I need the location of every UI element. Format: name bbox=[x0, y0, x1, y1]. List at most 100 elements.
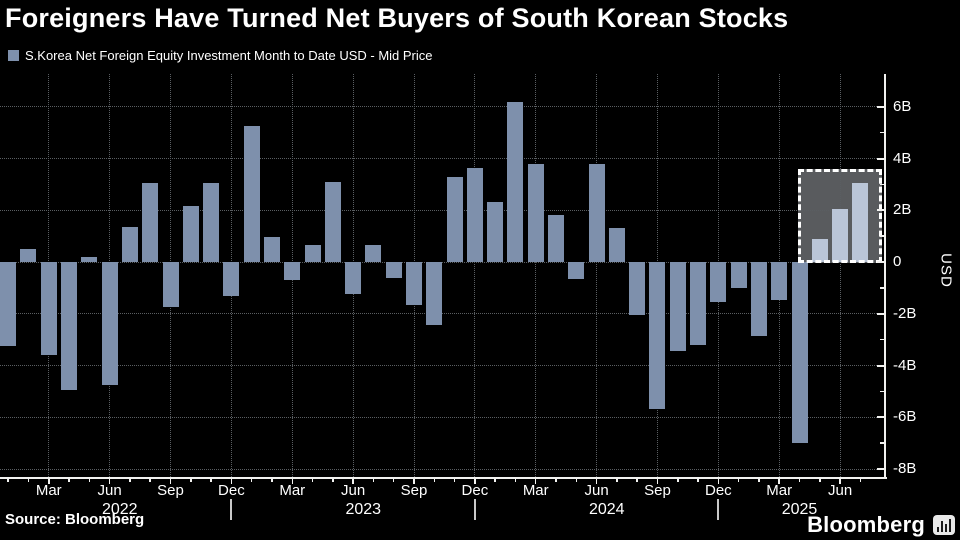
chart-legend: S.Korea Net Foreign Equity Investment Mo… bbox=[8, 48, 433, 63]
x-axis-year-label: 2025 bbox=[781, 501, 818, 518]
y-axis-major-tick bbox=[877, 209, 885, 212]
y-axis-minor-tick bbox=[880, 390, 885, 393]
y-axis-tick-label: 0 bbox=[893, 253, 902, 270]
x-axis-month-tick bbox=[636, 479, 638, 482]
x-axis-month-tick bbox=[271, 479, 273, 482]
bar-Oct-2024 bbox=[669, 262, 686, 352]
bar-Dec-2022 bbox=[223, 262, 240, 296]
x-axis-month-tick bbox=[433, 479, 436, 482]
x-axis-tick-label: Mar bbox=[766, 482, 793, 499]
bar-Jun-2022 bbox=[101, 262, 118, 385]
x-axis-month-tick bbox=[149, 479, 151, 482]
gridline-horizontal bbox=[0, 209, 885, 211]
y-axis-major-tick bbox=[877, 364, 885, 367]
year-divider-tick bbox=[717, 499, 720, 520]
x-axis-month-tick bbox=[291, 479, 293, 484]
y-axis-minor-tick bbox=[880, 235, 885, 237]
x-axis-tick-label: Jun bbox=[827, 482, 853, 499]
bar-Aug-2024 bbox=[629, 262, 646, 316]
x-axis-month-tick bbox=[798, 479, 801, 482]
bar-Dec-2024 bbox=[710, 262, 727, 303]
y-axis-tick-label: -4B bbox=[893, 356, 917, 374]
y-axis-line bbox=[884, 74, 886, 479]
y-axis-minor-tick bbox=[880, 183, 885, 186]
x-axis-month-tick bbox=[494, 479, 496, 482]
x-axis-tick-label: Sep bbox=[644, 482, 671, 499]
x-axis-tick-label: Dec bbox=[461, 482, 489, 499]
x-axis-month-tick bbox=[717, 479, 720, 484]
bar-Jan-2024 bbox=[487, 202, 504, 262]
x-axis-month-tick bbox=[839, 479, 841, 484]
bar-Oct-2022 bbox=[182, 206, 199, 262]
x-axis-month-tick bbox=[453, 479, 456, 482]
gridline-vertical bbox=[839, 74, 841, 477]
x-axis-month-tick bbox=[392, 479, 395, 482]
x-axis-line bbox=[0, 477, 887, 479]
bar-Jul-2024 bbox=[608, 228, 625, 262]
x-axis-tick-label: Jun bbox=[341, 482, 366, 499]
gridline-horizontal bbox=[0, 416, 885, 418]
gridline-vertical bbox=[474, 74, 476, 477]
x-axis-month-tick bbox=[7, 479, 9, 482]
bar-Mar-2024 bbox=[527, 163, 544, 262]
x-axis-month-tick bbox=[778, 479, 780, 484]
legend-label: S.Korea Net Foreign Equity Investment Mo… bbox=[25, 48, 433, 63]
y-axis-minor-tick bbox=[880, 338, 885, 341]
highlight-region-border bbox=[797, 169, 883, 263]
x-axis-month-tick bbox=[372, 479, 375, 482]
x-axis-month-tick bbox=[758, 479, 760, 482]
y-axis-major-tick bbox=[877, 416, 885, 419]
x-axis-month-tick bbox=[48, 479, 50, 484]
x-axis-month-tick bbox=[534, 479, 537, 484]
bar-chart-icon bbox=[933, 515, 955, 535]
y-axis-tick-label: -6B bbox=[893, 408, 917, 426]
x-axis-month-tick bbox=[474, 479, 476, 484]
x-axis-month-tick bbox=[514, 479, 517, 482]
bar-Jan-2022 bbox=[0, 262, 17, 347]
bar-Nov-2023 bbox=[446, 176, 463, 262]
x-axis-month-tick bbox=[250, 479, 253, 482]
x-axis-tick-label: Sep bbox=[157, 482, 184, 499]
y-axis-major-tick bbox=[877, 312, 885, 315]
y-axis-title: USD bbox=[937, 253, 955, 288]
bar-Dec-2023 bbox=[466, 167, 483, 262]
x-axis-year-label: 2022 bbox=[101, 501, 138, 518]
source-credit: Source: Bloomberg bbox=[5, 511, 145, 528]
x-axis-month-tick bbox=[656, 479, 659, 484]
gridline-horizontal bbox=[0, 468, 885, 470]
x-axis-month-tick bbox=[332, 479, 334, 482]
bar-Oct-2023 bbox=[426, 262, 443, 326]
x-axis-month-tick bbox=[819, 479, 821, 482]
bar-Mar-2023 bbox=[284, 262, 301, 281]
x-axis-month-tick bbox=[230, 479, 233, 484]
x-axis-month-tick bbox=[129, 479, 131, 482]
bar-Apr-2023 bbox=[304, 245, 321, 262]
bar-Aug-2023 bbox=[385, 262, 402, 278]
bar-Apr-2025 bbox=[791, 262, 808, 444]
x-axis-tick-label: Mar bbox=[279, 482, 306, 499]
x-axis-month-tick bbox=[555, 479, 557, 482]
y-axis-minor-tick bbox=[880, 131, 885, 134]
x-axis-month-tick bbox=[88, 479, 91, 482]
y-axis-major-tick bbox=[877, 105, 885, 108]
bar-Aug-2022 bbox=[142, 183, 159, 262]
x-axis-tick-label: Mar bbox=[35, 482, 62, 499]
bar-May-2024 bbox=[568, 262, 585, 279]
x-axis-month-tick bbox=[68, 479, 70, 482]
x-axis-month-tick bbox=[413, 479, 415, 484]
x-axis-tick-label: Jun bbox=[97, 482, 122, 499]
legend-swatch-icon bbox=[8, 50, 19, 61]
bar-May-2025 bbox=[811, 238, 828, 262]
x-axis-month-tick bbox=[575, 479, 578, 482]
x-axis-month-tick bbox=[697, 479, 699, 482]
x-axis-month-tick bbox=[737, 479, 740, 482]
x-axis-year-label: 2023 bbox=[345, 501, 382, 518]
bar-Jun-2025 bbox=[832, 208, 849, 262]
bar-Jun-2024 bbox=[588, 163, 605, 262]
x-axis-tick-label: Dec bbox=[218, 482, 245, 499]
bar-Apr-2022 bbox=[61, 262, 78, 391]
bar-Feb-2023 bbox=[263, 237, 280, 262]
x-axis-month-tick bbox=[616, 479, 618, 482]
y-axis-major-tick bbox=[877, 468, 885, 470]
bar-Jul-2025 bbox=[852, 183, 869, 262]
